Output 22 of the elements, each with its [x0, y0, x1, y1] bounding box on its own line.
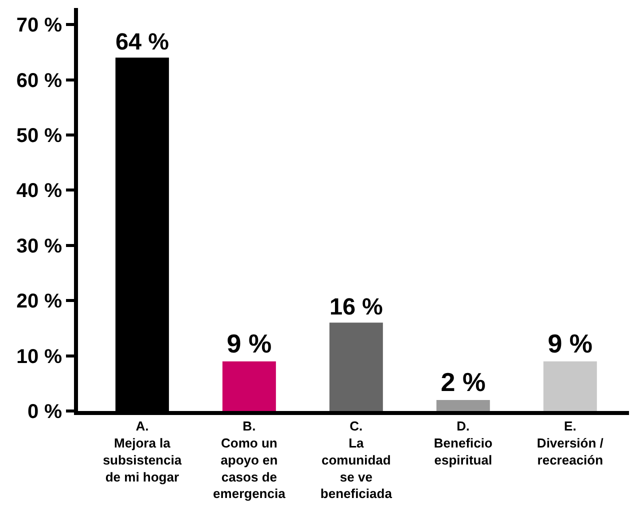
x-tick-label: B. Como un apoyo en casos de emergencia [213, 418, 286, 502]
y-tick-label: 0 % [28, 401, 62, 423]
y-tick-label: 70 % [16, 14, 62, 37]
y-tick-label: 60 % [16, 70, 62, 92]
y-tick-label: 40 % [16, 180, 62, 202]
x-tick-label: E. Diversión / recreación [536, 418, 604, 468]
y-tick-label: 20 % [16, 290, 62, 313]
y-tick-label: 30 % [16, 235, 62, 258]
y-tick-label: 50 % [16, 124, 62, 147]
x-tick-label: A. Mejora la subsistencia de mi hogar [102, 418, 182, 484]
data-label: 64 % [115, 28, 170, 54]
bar [222, 361, 276, 411]
y-tick-label: 10 % [16, 346, 62, 368]
x-tick-label: C. La comunidad se ve beneficiada [320, 418, 393, 502]
bar [543, 361, 597, 411]
data-label: 2 % [440, 366, 486, 397]
data-label: 16 % [329, 293, 384, 320]
data-label: 9 % [548, 328, 593, 358]
x-tick-label: D. Beneficio espiritual [434, 418, 492, 468]
bar [329, 322, 383, 411]
bar [436, 400, 490, 411]
data-label: 9 % [226, 328, 272, 358]
